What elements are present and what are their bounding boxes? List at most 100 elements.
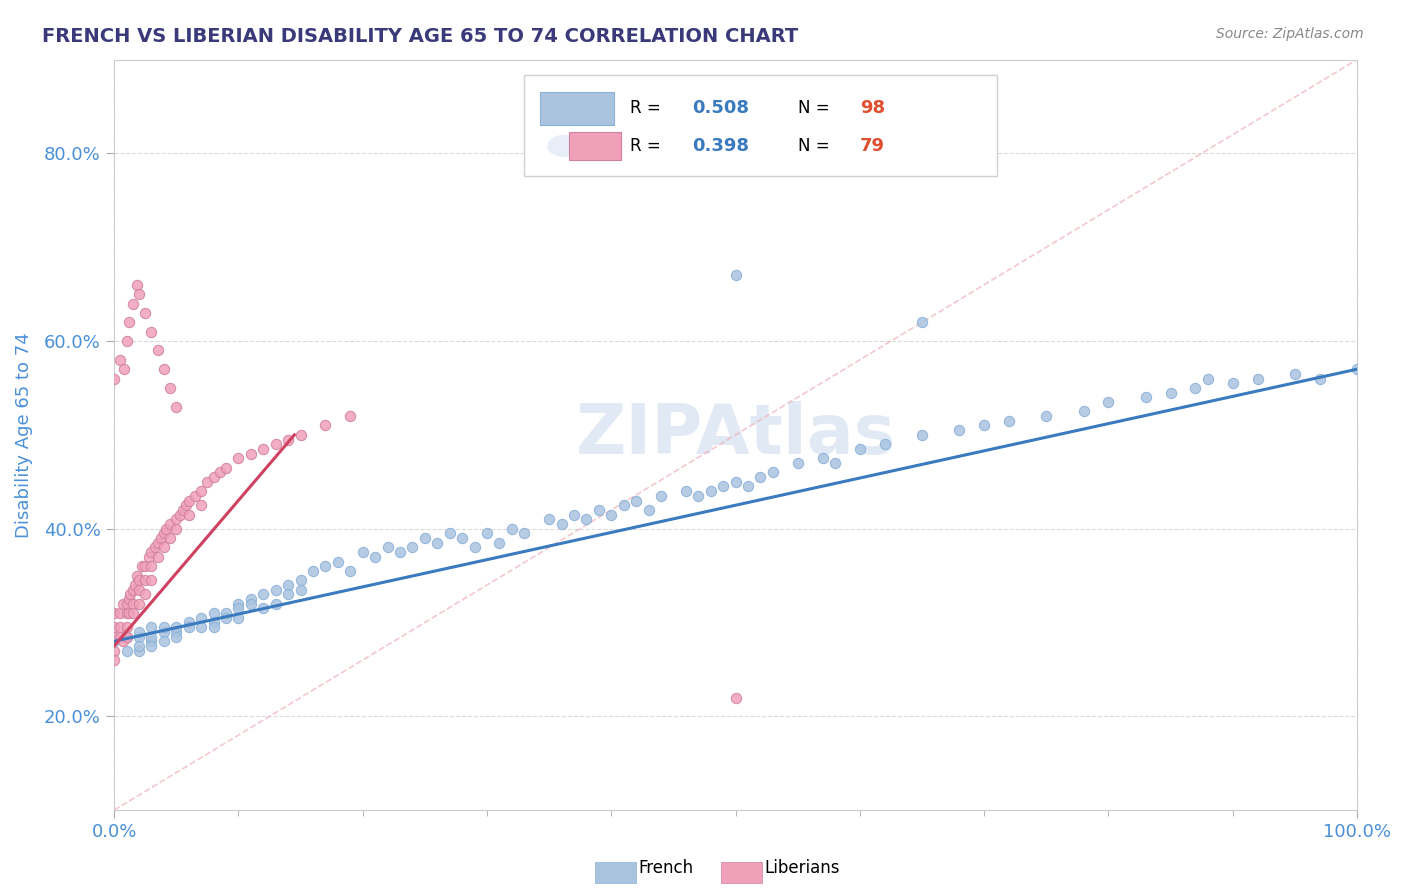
Point xyxy=(115,620,138,634)
Point xyxy=(475,526,498,541)
Point xyxy=(588,503,610,517)
Text: R =: R = xyxy=(630,99,666,118)
Point xyxy=(143,541,166,555)
Text: N =: N = xyxy=(797,99,835,118)
Point xyxy=(562,508,585,522)
Point xyxy=(177,615,200,630)
Point xyxy=(159,531,181,545)
Point xyxy=(115,334,138,348)
Point xyxy=(146,535,169,549)
Point xyxy=(1197,371,1219,385)
Point xyxy=(501,522,523,536)
Point xyxy=(202,470,225,484)
Point xyxy=(115,630,138,644)
FancyBboxPatch shape xyxy=(569,132,621,161)
Point xyxy=(948,423,970,437)
Point xyxy=(1073,404,1095,418)
Point xyxy=(134,559,156,574)
Point xyxy=(121,597,143,611)
Point xyxy=(131,559,153,574)
Point xyxy=(146,549,169,564)
Point xyxy=(550,516,572,531)
FancyBboxPatch shape xyxy=(524,75,997,176)
Point xyxy=(134,306,156,320)
Point xyxy=(215,611,238,625)
Point xyxy=(165,512,187,526)
Point xyxy=(326,554,349,568)
Point xyxy=(141,639,163,653)
Point xyxy=(538,512,561,526)
Point xyxy=(1346,362,1368,376)
Point xyxy=(464,541,486,555)
Point xyxy=(277,587,299,601)
Point xyxy=(413,531,436,545)
Point xyxy=(128,597,150,611)
Point xyxy=(125,568,148,582)
Point xyxy=(165,620,187,634)
Point xyxy=(103,643,125,657)
Point xyxy=(118,315,141,329)
Point xyxy=(252,601,274,615)
Point xyxy=(128,624,150,639)
Point xyxy=(711,479,734,493)
Point xyxy=(302,564,325,578)
Point xyxy=(1222,376,1244,391)
Point xyxy=(202,606,225,620)
Point xyxy=(141,630,163,644)
Point xyxy=(141,620,163,634)
Point xyxy=(339,564,361,578)
FancyBboxPatch shape xyxy=(540,92,614,125)
Point xyxy=(153,620,176,634)
Text: N =: N = xyxy=(797,136,835,155)
Point xyxy=(128,574,150,588)
Point xyxy=(177,508,200,522)
Point xyxy=(134,574,156,588)
Point xyxy=(1284,367,1306,381)
Point xyxy=(111,634,134,648)
Point xyxy=(159,516,181,531)
Point xyxy=(121,582,143,597)
Point xyxy=(401,541,423,555)
Point xyxy=(165,624,187,639)
Point xyxy=(141,545,163,559)
Circle shape xyxy=(548,136,582,156)
Point xyxy=(314,559,336,574)
Point xyxy=(118,606,141,620)
Point xyxy=(314,418,336,433)
Point xyxy=(177,493,200,508)
Point xyxy=(215,460,238,475)
Point xyxy=(575,512,598,526)
Point xyxy=(762,466,785,480)
Point xyxy=(103,653,125,667)
Point xyxy=(264,597,287,611)
Point xyxy=(239,447,262,461)
Point xyxy=(637,503,659,517)
Point xyxy=(1309,371,1331,385)
Text: ZIPAtlas: ZIPAtlas xyxy=(575,401,896,468)
Point xyxy=(724,268,747,283)
Point xyxy=(364,549,387,564)
Point xyxy=(153,541,176,555)
Point xyxy=(110,352,132,367)
Point xyxy=(600,508,623,522)
Point xyxy=(150,531,173,545)
Point xyxy=(239,597,262,611)
Point xyxy=(141,634,163,648)
Point xyxy=(1035,409,1057,423)
Point xyxy=(190,611,212,625)
Point xyxy=(824,456,846,470)
Point xyxy=(115,606,138,620)
Point xyxy=(197,475,219,489)
Point xyxy=(688,489,710,503)
Point xyxy=(155,522,177,536)
Point xyxy=(290,574,312,588)
Point xyxy=(128,630,150,644)
Point xyxy=(613,498,636,512)
Point xyxy=(115,643,138,657)
Point xyxy=(125,277,148,292)
Point xyxy=(134,587,156,601)
Point xyxy=(110,630,132,644)
Y-axis label: Disability Age 65 to 74: Disability Age 65 to 74 xyxy=(15,332,32,538)
Point xyxy=(169,508,191,522)
Point xyxy=(121,606,143,620)
